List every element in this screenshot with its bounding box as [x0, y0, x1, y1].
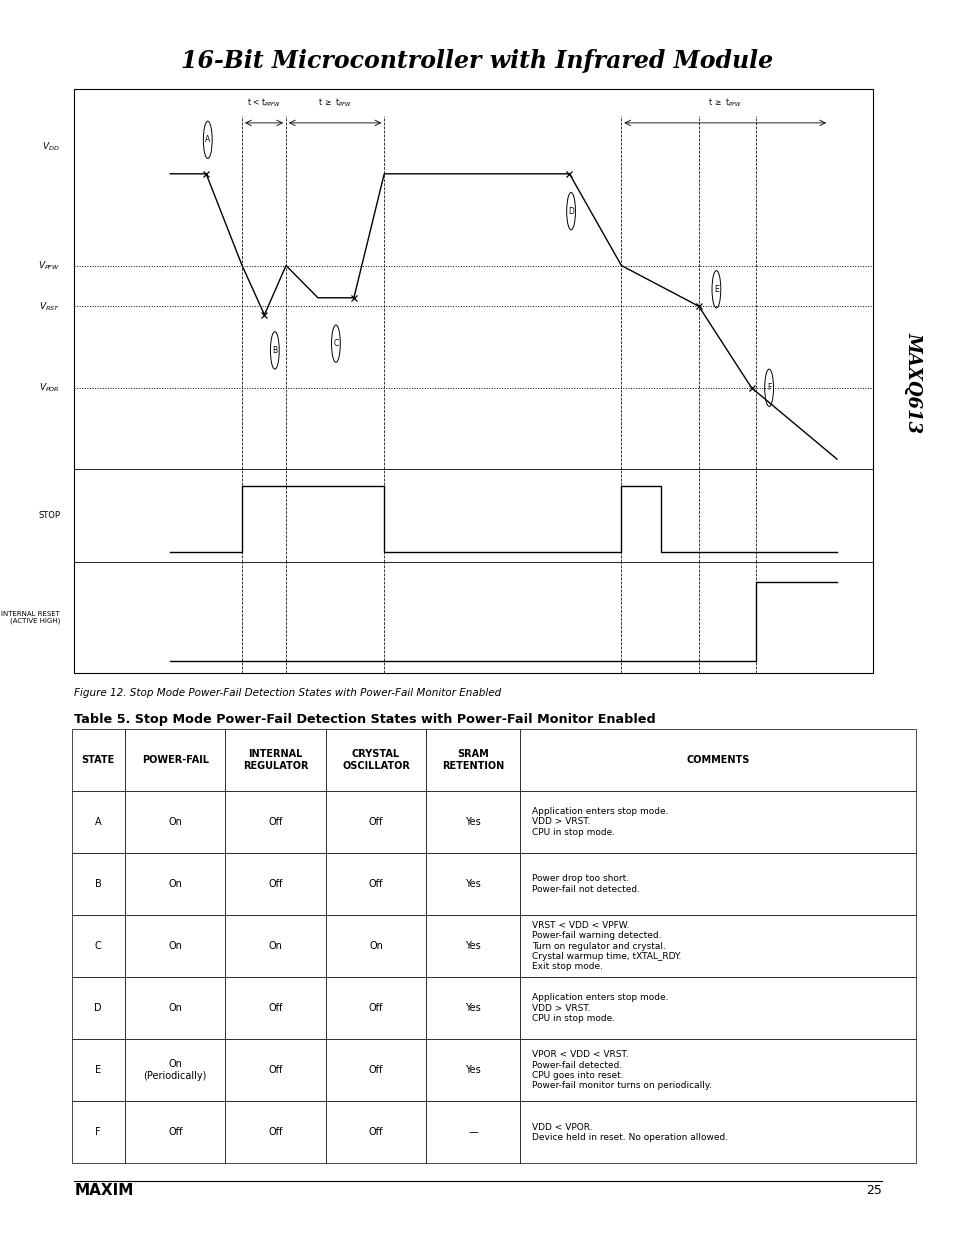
Text: Figure 12. Stop Mode Power-Fail Detection States with Power-Fail Monitor Enabled: Figure 12. Stop Mode Power-Fail Detectio…	[74, 688, 501, 698]
Text: MAXQ613: MAXQ613	[904, 332, 922, 433]
Text: $V_{RST}$: $V_{RST}$	[39, 300, 60, 312]
Text: 25: 25	[865, 1184, 882, 1197]
Text: t $\geq$ t$_{PFW}$: t $\geq$ t$_{PFW}$	[707, 96, 741, 109]
Text: F: F	[766, 383, 770, 393]
Text: $V_{DD}$: $V_{DD}$	[42, 141, 60, 153]
Text: D: D	[568, 206, 574, 216]
Text: t $\geq$ t$_{PFW}$: t $\geq$ t$_{PFW}$	[317, 96, 352, 109]
Text: C: C	[333, 340, 338, 348]
Text: $V_{PFW}$: $V_{PFW}$	[38, 259, 60, 272]
Text: MAXIM: MAXIM	[74, 1183, 133, 1198]
Text: A: A	[205, 136, 211, 144]
Text: INTERNAL RESET
(ACTIVE HIGH): INTERNAL RESET (ACTIVE HIGH)	[1, 611, 60, 624]
Text: Table 5. Stop Mode Power-Fail Detection States with Power-Fail Monitor Enabled: Table 5. Stop Mode Power-Fail Detection …	[74, 713, 656, 726]
Text: STOP: STOP	[38, 511, 60, 520]
Text: 16-Bit Microcontroller with Infrared Module: 16-Bit Microcontroller with Infrared Mod…	[181, 49, 772, 73]
Text: t < t$_{PPFW}$: t < t$_{PPFW}$	[247, 96, 281, 109]
Text: $V_{POR}$: $V_{POR}$	[39, 382, 60, 394]
Text: B: B	[272, 346, 277, 354]
Text: E: E	[713, 285, 718, 294]
